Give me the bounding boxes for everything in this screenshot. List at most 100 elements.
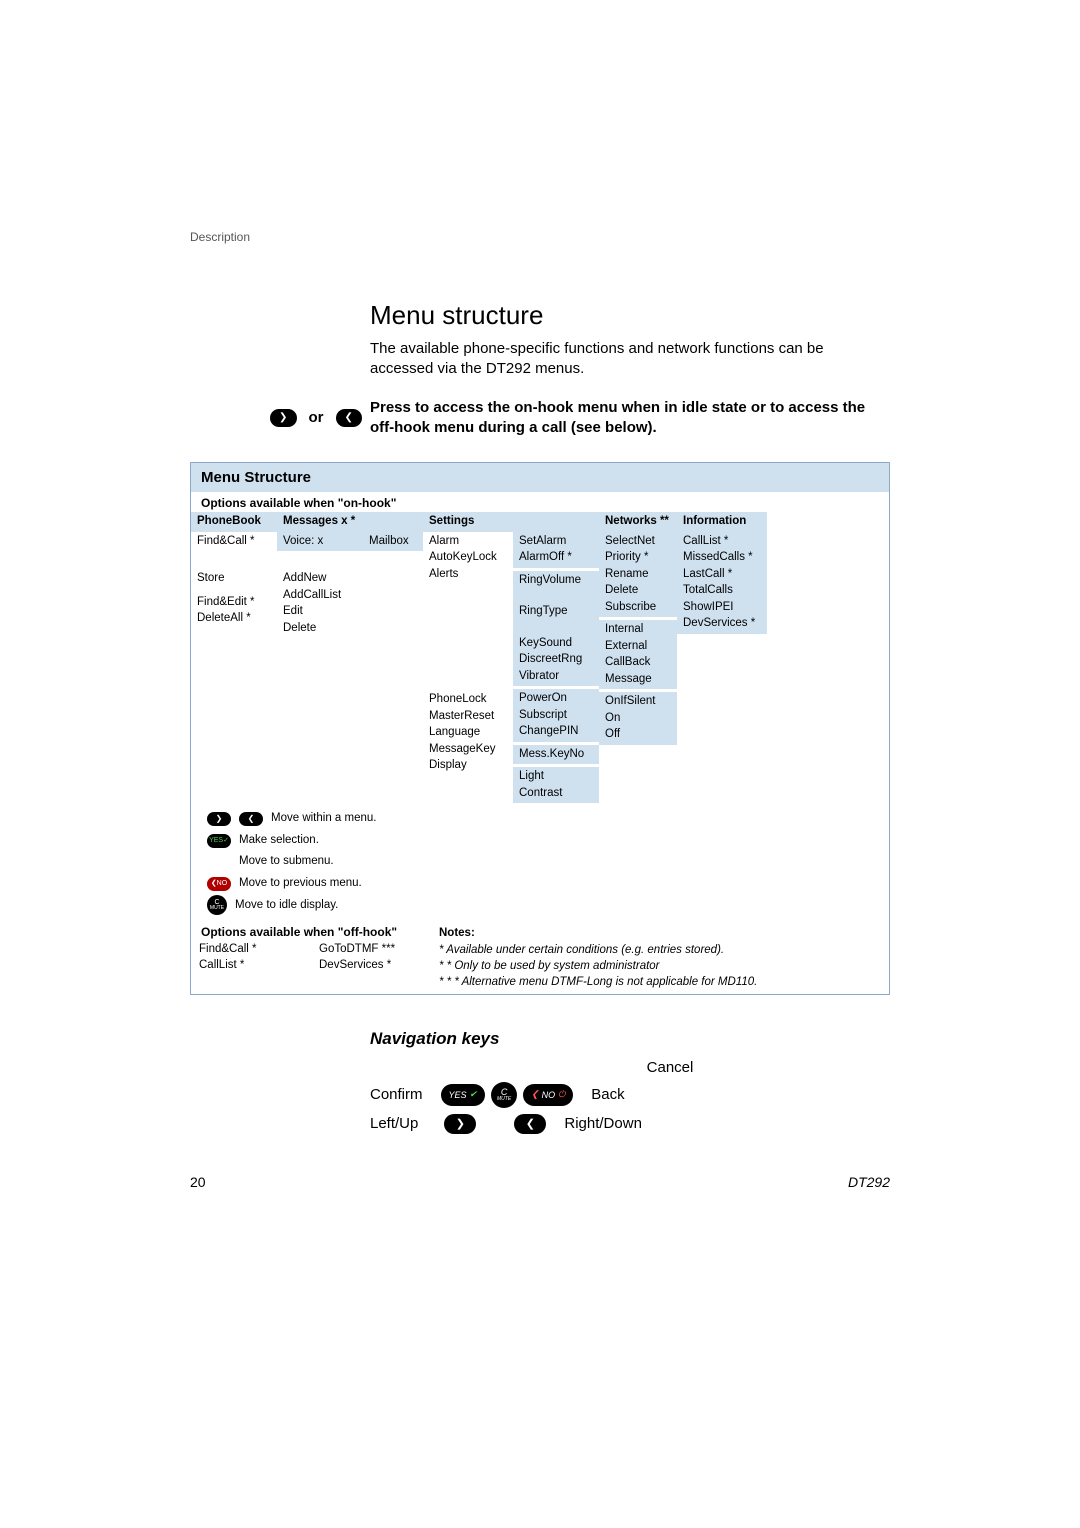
back-label: Back <box>591 1086 624 1103</box>
note-line: * Available under certain conditions (e.… <box>439 942 881 958</box>
legend-row: CMUTE Move to idle display. <box>207 895 413 915</box>
messages-col1: Voice: x AddNew AddCallList Edit Delete <box>277 532 363 804</box>
nav-pad: YES✔ CMUTE ❮NO⏻ <box>441 1082 574 1108</box>
list-item: KeySound <box>519 636 593 652</box>
list-item: Delete <box>605 583 671 599</box>
list-item: DevServices * <box>683 616 761 632</box>
col-information: Information <box>677 512 767 532</box>
no-button-icon: ❮NO⏻ <box>523 1084 573 1106</box>
list-item: RingVolume <box>519 573 593 589</box>
phonebook-col: Find&Call * Store Find&Edit * DeleteAll … <box>191 532 277 804</box>
col-networks: Networks ** <box>599 512 677 532</box>
list-item: MasterReset <box>429 709 507 725</box>
up-arrow-icon: ❮ <box>239 812 263 826</box>
offhook-grid: Find&Call * GoToDTMF *** CallList * DevS… <box>191 941 431 973</box>
list-item: AddNew <box>277 571 363 587</box>
list-item: Find&Call * <box>191 941 311 957</box>
list-item: CallList * <box>683 534 761 550</box>
col-messages-blank <box>363 512 423 532</box>
note-line: * * * Alternative menu DTMF-Long is not … <box>439 974 881 990</box>
list-item: Edit <box>277 604 363 620</box>
legend-text: Move within a menu. <box>271 809 376 829</box>
list-item: Internal <box>605 622 671 638</box>
list-item: Vibrator <box>519 669 593 685</box>
list-item: Contrast <box>519 786 593 802</box>
networks-col: SelectNet Priority * Rename Delete Subsc… <box>599 532 677 804</box>
list-item: CallList * <box>191 957 311 973</box>
c-mute-button-icon: CMUTE <box>491 1082 517 1108</box>
list-item: Voice: x <box>277 532 363 552</box>
menu-structure-title: Menu Structure <box>191 463 889 492</box>
list-item: AutoKeyLock <box>429 550 507 566</box>
off-hook-label: Options available when "off-hook" <box>191 921 431 941</box>
list-item: CallBack <box>605 655 671 671</box>
menu-structure-box: Menu Structure Options available when "o… <box>190 462 890 995</box>
list-item: MissedCalls * <box>683 550 761 566</box>
c-mute-icon: CMUTE <box>207 895 227 915</box>
menu-grid: PhoneBook Messages x * Settings Networks… <box>191 512 889 803</box>
list-item: LastCall * <box>683 567 761 583</box>
list-item: Rename <box>605 567 671 583</box>
legend-text: Move to idle display. <box>235 896 338 916</box>
legend-text: Make selection. <box>239 831 319 851</box>
cancel-label: Cancel <box>647 1059 694 1076</box>
information-col: CallList * MissedCalls * LastCall * Tota… <box>677 532 767 804</box>
or-text: or <box>309 409 324 426</box>
legend-text: Move to previous menu. <box>239 874 362 894</box>
list-item: Message <box>605 672 671 688</box>
yes-icon: YES✓ <box>207 834 231 848</box>
list-item: Mailbox <box>363 532 423 552</box>
note-line: * * Only to be used by system administra… <box>439 958 881 974</box>
up-arrow-icon: ❮ <box>336 409 363 427</box>
list-item: Store <box>197 571 271 587</box>
page: Description Menu structure The available… <box>0 0 1080 1250</box>
settings-col1: Alarm AutoKeyLock Alerts PhoneLock Maste… <box>423 532 513 804</box>
list-item: RingType <box>519 604 593 620</box>
list-item: MessageKey <box>429 742 507 758</box>
settings-col2: SetAlarm AlarmOff * RingVolume RingType … <box>513 532 599 804</box>
right-arrow-icon: ❮ <box>514 1114 546 1134</box>
list-item: Find&Call * <box>197 534 271 550</box>
header-description-label: Description <box>190 230 250 244</box>
model-label: DT292 <box>848 1174 890 1190</box>
list-item: Subscribe <box>605 600 671 616</box>
list-item: Display <box>429 758 507 774</box>
list-item: Subscript <box>519 708 593 724</box>
notes-label: Notes: <box>439 925 881 941</box>
navigation-keys-title: Navigation keys <box>370 1029 890 1049</box>
list-item: OnIfSilent <box>605 694 671 710</box>
legend-row: Move to submenu. <box>207 852 413 872</box>
list-item: Delete <box>277 621 363 637</box>
legend-row: ❯ ❮ Move within a menu. <box>207 809 413 829</box>
col-settings-blank <box>513 512 599 532</box>
list-item: SetAlarm <box>519 534 593 550</box>
left-arrow-icon: ❯ <box>444 1114 476 1134</box>
navigation-keys-diagram: Cancel Confirm YES✔ CMUTE ❮NO⏻ Back Left… <box>370 1059 890 1134</box>
list-item: PhoneLock <box>429 692 507 708</box>
intro-text: The available phone-specific functions a… <box>370 339 890 380</box>
right-down-label: Right/Down <box>564 1115 642 1132</box>
legend-row: YES✓ Make selection. <box>207 831 413 851</box>
col-phonebook: PhoneBook <box>191 512 277 532</box>
col-settings: Settings <box>423 512 513 532</box>
list-item: AddCallList <box>277 588 363 604</box>
bottom-row: Options available when "off-hook" Find&C… <box>191 921 889 993</box>
legend-row: ❮NO Move to previous menu. <box>207 874 413 894</box>
list-item: Priority * <box>605 550 671 566</box>
list-item: GoToDTMF *** <box>311 941 431 957</box>
list-item: PowerOn <box>519 691 593 707</box>
page-footer: 20 DT292 <box>190 1174 890 1190</box>
left-up-label: Left/Up <box>370 1115 418 1132</box>
list-item: DeleteAll * <box>197 611 271 627</box>
list-item: On <box>605 711 671 727</box>
down-arrow-icon: ❯ <box>270 409 297 427</box>
legend-text: Move to submenu. <box>239 852 334 872</box>
messages-col2: Mailbox <box>363 532 423 804</box>
down-arrow-icon: ❯ <box>207 812 231 826</box>
notes-block: Notes: * Available under certain conditi… <box>431 921 889 993</box>
list-item: Find&Edit * <box>197 595 271 611</box>
list-item: Light <box>519 769 593 785</box>
list-item: Off <box>605 727 671 743</box>
nav-button-instruction-row: ❯ or ❮ Press to access the on-hook menu … <box>270 398 890 439</box>
list-item: Mess.KeyNo <box>519 747 593 763</box>
